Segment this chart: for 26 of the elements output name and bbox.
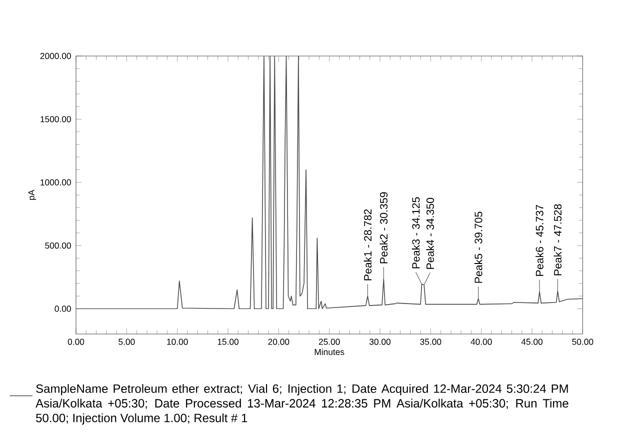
x-tick-label: 35.00 <box>420 338 442 345</box>
annotation: Peak3 - 34.125 <box>412 197 420 268</box>
y-tick-label: 0.00 <box>54 306 71 312</box>
annotation: Peak6 - 45.737 <box>536 204 544 276</box>
x-tick-label: 0.00 <box>68 338 84 345</box>
y-axis-title: pA <box>28 190 36 200</box>
legend-label: SampleName Petroleum ether extract; Vial 6; Injection 1; Date Acquired 12-Mar-2024 5:30:24 PM Asia/Kolkata +05:30; Date Processed 13-Mar-2024 12:28:35 PM Asia/Kolkata +05:30; Run Time 50.00; Injection Volume 1.00; Result # 1 <box>36 384 568 425</box>
y-tick-label: 1000.00 <box>40 179 71 186</box>
x-tick-label: 50.00 <box>572 338 594 345</box>
y-tick-label: 2000.00 <box>40 52 71 60</box>
x-tick-label: 30.00 <box>369 338 390 345</box>
y-tick-label: 500.00 <box>45 242 71 249</box>
x-tick-label: 20.00 <box>268 338 290 345</box>
annotation: Peak7 - 47.528 <box>554 204 562 276</box>
x-tick-label: 10.00 <box>167 338 188 345</box>
y-tick-label: 1500.00 <box>40 116 71 122</box>
x-tick-label: 15.00 <box>218 338 238 345</box>
x-tick-label: 25.00 <box>318 338 340 345</box>
x-tick-label: 5.00 <box>118 338 135 345</box>
annotation: Peak1 - 28.782 <box>364 209 372 280</box>
x-axis-title: Minutes <box>314 348 344 356</box>
annotation: Peak4 - 34.350 <box>426 198 434 269</box>
x-tick-label: 45.00 <box>521 338 542 345</box>
annotation: Peak2 - 30.359 <box>380 192 388 264</box>
annotation: Peak5 - 39.705 <box>474 212 482 283</box>
x-tick-label: 40.00 <box>470 338 492 345</box>
